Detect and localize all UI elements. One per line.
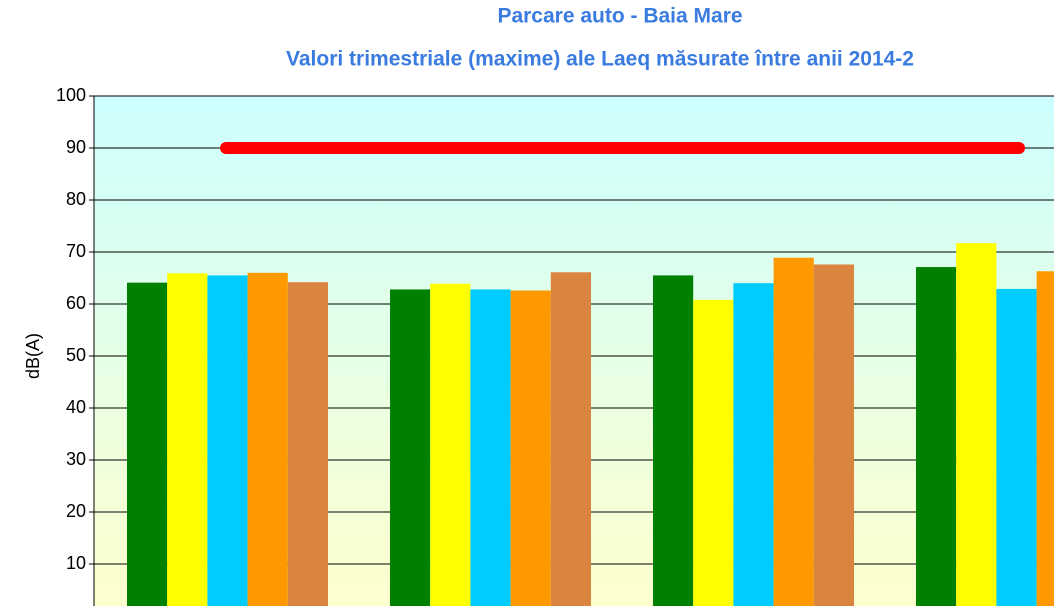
bar xyxy=(390,289,431,606)
bar xyxy=(693,299,734,606)
bar xyxy=(653,275,694,606)
y-tick-label: 10 xyxy=(66,553,86,573)
bar xyxy=(773,257,814,606)
y-tick-label: 40 xyxy=(66,397,86,417)
y-tick-label: 70 xyxy=(66,241,86,261)
plot-area xyxy=(89,95,1054,606)
y-tick-label: 90 xyxy=(66,137,86,157)
bar xyxy=(470,289,511,606)
bar xyxy=(510,290,551,606)
bar xyxy=(813,264,854,606)
bar xyxy=(247,272,288,606)
bar xyxy=(550,272,591,606)
bar xyxy=(1036,271,1054,606)
bar xyxy=(207,275,248,606)
y-axis-label: dB(A) xyxy=(23,333,43,379)
bar xyxy=(430,283,471,606)
bar xyxy=(996,288,1037,606)
bar xyxy=(127,282,168,606)
y-tick-label: 60 xyxy=(66,293,86,313)
y-tick-label: 20 xyxy=(66,501,86,521)
bar xyxy=(916,267,957,606)
y-tick-label: 30 xyxy=(66,449,86,469)
bar xyxy=(733,283,774,606)
bar xyxy=(956,243,997,606)
y-tick-label: 80 xyxy=(66,189,86,209)
bar xyxy=(287,282,328,606)
bar xyxy=(167,273,208,606)
y-tick-label: 50 xyxy=(66,345,86,365)
y-tick-label: 100 xyxy=(56,85,86,105)
chart-subtitle: Valori trimestriale (maxime) ale Laeq mă… xyxy=(286,48,914,71)
chart-title: Parcare auto - Baia Mare xyxy=(497,5,742,28)
